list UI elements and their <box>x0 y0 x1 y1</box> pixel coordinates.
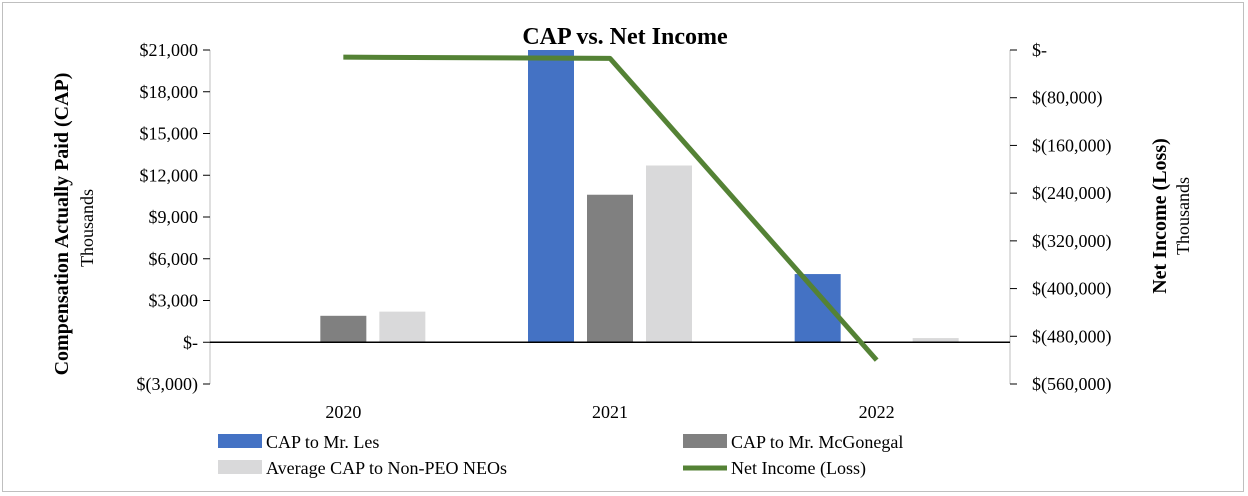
bar <box>587 194 633 343</box>
bar <box>379 311 426 343</box>
legend: CAP to Mr. Les CAP to Mr. McGonegal Averag… <box>218 432 903 479</box>
legend-label: CAP to Mr. Les <box>266 432 379 452</box>
right-tick-label: $- <box>1032 40 1047 60</box>
left-tick-label: $12,000 <box>140 165 199 185</box>
right-tick-label: $(160,000) <box>1032 135 1112 156</box>
left-tick-label: $3,000 <box>149 291 199 311</box>
left-tick-label: $21,000 <box>140 40 199 60</box>
left-tick-label: $18,000 <box>140 82 199 102</box>
right-axis-label: Net Income (Loss) <box>1149 138 1171 294</box>
right-tick-label: $(240,000) <box>1032 183 1112 204</box>
bar <box>912 338 959 343</box>
right-tick-label: $(320,000) <box>1032 231 1112 252</box>
legend-swatch <box>218 434 262 448</box>
left-tick-label: $15,000 <box>140 124 199 144</box>
left-axis-unit: Thousands <box>77 189 97 267</box>
right-axis-unit: Thousands <box>1173 177 1193 255</box>
legend-swatch <box>683 434 727 448</box>
category-label: 2020 <box>325 402 361 422</box>
left-tick-label: $- <box>183 332 198 352</box>
legend-label: CAP to Mr. McGonegal <box>731 432 903 452</box>
legend-label: Net Income (Loss) <box>731 458 866 479</box>
category-label: 2022 <box>859 402 895 422</box>
bar <box>320 315 367 343</box>
legend-label: Average CAP to Non-PEO NEOs <box>266 458 507 478</box>
category-label: 2021 <box>592 402 628 422</box>
bar <box>646 165 692 343</box>
right-tick-label: $(560,000) <box>1032 374 1112 395</box>
right-tick-label: $(480,000) <box>1032 326 1112 347</box>
right-tick-label: $(80,000) <box>1032 88 1103 109</box>
left-tick-label: $(3,000) <box>137 374 199 395</box>
bar <box>528 50 574 343</box>
chart-title: CAP vs. Net Income <box>522 24 728 50</box>
legend-swatch <box>218 460 262 474</box>
right-tick-label: $(400,000) <box>1032 279 1112 300</box>
left-tick-label: $6,000 <box>149 249 199 269</box>
left-axis-label: Compensation Actually Paid (CAP) <box>51 73 73 376</box>
net-income-line <box>343 54 879 362</box>
left-tick-label: $9,000 <box>149 207 199 227</box>
